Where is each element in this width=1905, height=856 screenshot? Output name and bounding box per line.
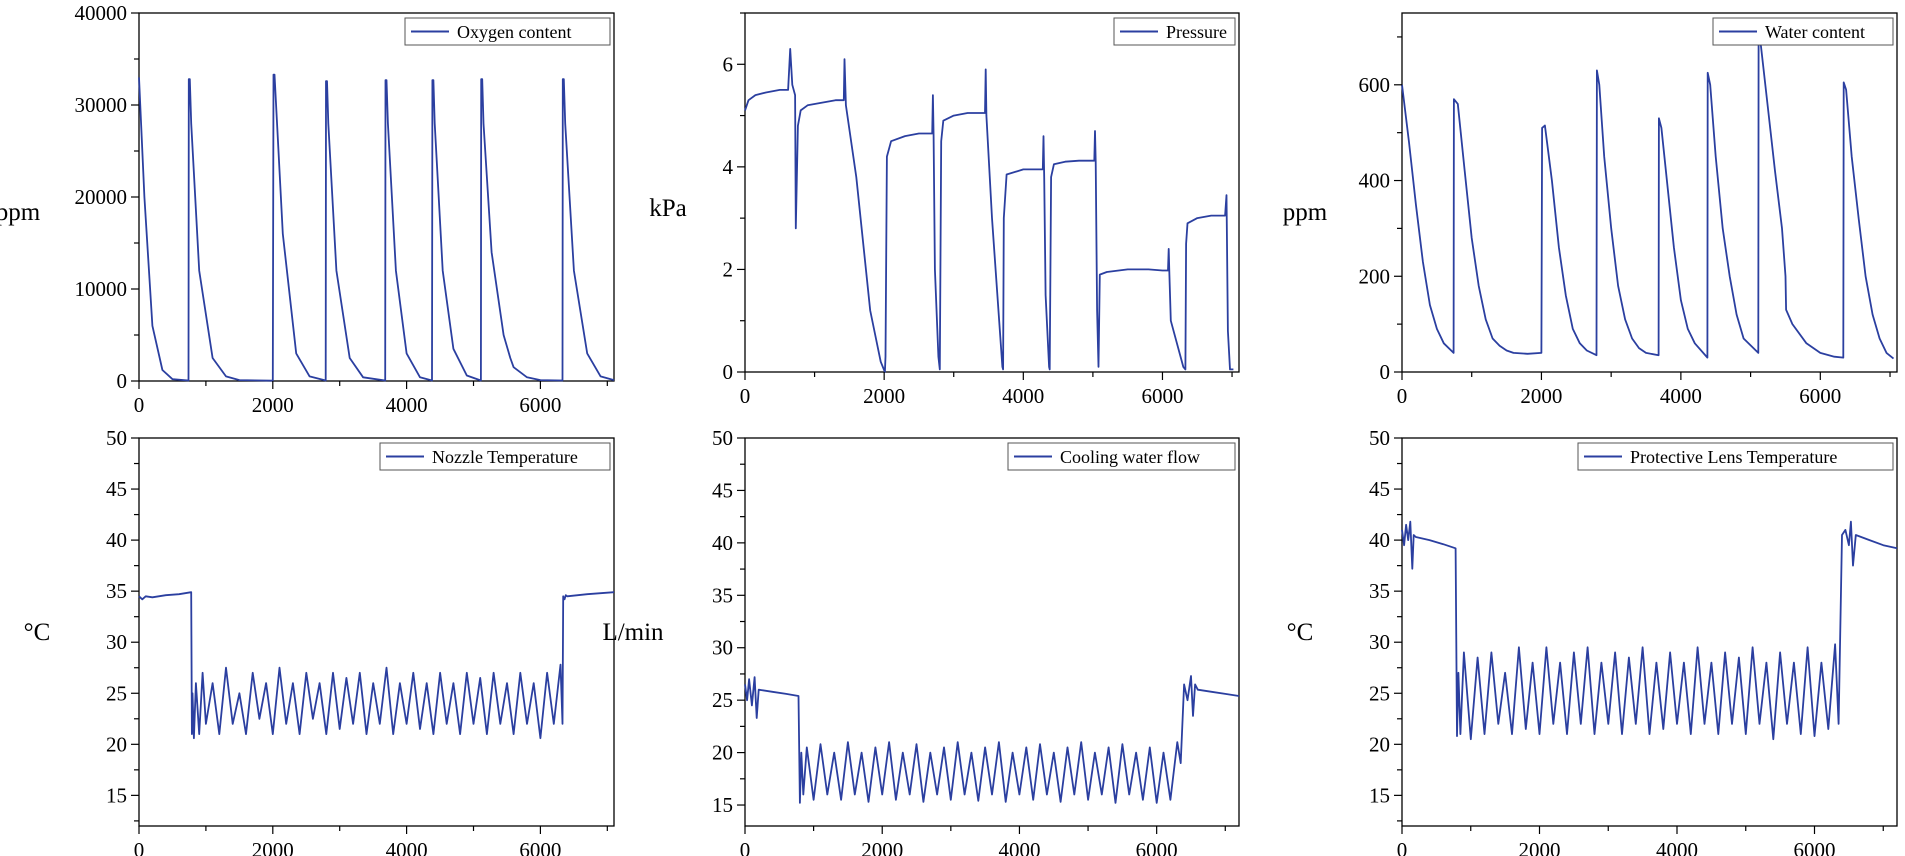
x-tick-label: 6000 bbox=[519, 838, 561, 856]
y-axis-label: kPa bbox=[649, 195, 687, 222]
y-tick-label: 45 bbox=[712, 478, 733, 502]
y-tick-label: 30 bbox=[712, 636, 733, 660]
legend-box bbox=[1577, 442, 1894, 471]
y-axis-label: L/min bbox=[602, 619, 664, 646]
y-tick-label: 50 bbox=[712, 426, 733, 450]
legend: Oxygen content bbox=[404, 17, 611, 46]
x-tick-label: 2000 bbox=[861, 838, 903, 856]
oxygen-content-panel: 0 2000 4000 6000 0 10000 20000 30000 40000 ppm Oxy… bbox=[0, 1, 615, 417]
y-tick-label: 400 bbox=[1359, 169, 1391, 193]
y-tick-label: 40000 bbox=[75, 1, 128, 25]
x-tick-label: 6000 bbox=[1141, 384, 1183, 408]
legend: Nozzle Temperature bbox=[379, 442, 611, 471]
plot-frame bbox=[138, 12, 615, 382]
y-tick-label: 4 bbox=[723, 155, 734, 179]
y-tick-label: 20 bbox=[1369, 732, 1390, 756]
series-line bbox=[744, 675, 1240, 804]
series-line bbox=[138, 73, 615, 382]
x-tick-label: 6000 bbox=[519, 393, 561, 417]
plot-frame bbox=[1401, 12, 1898, 373]
legend-label: Protective Lens Temperature bbox=[1630, 447, 1837, 467]
y-tick-label: 20 bbox=[712, 741, 733, 765]
y-tick-label: 10000 bbox=[75, 277, 128, 301]
y-tick-label: 600 bbox=[1359, 73, 1391, 97]
cooling-water-flow-panel: 0 2000 4000 6000 15 20 25 30 35 40 45 50 L/min Coolin… bbox=[602, 426, 1240, 856]
x-tick-label: 6000 bbox=[1799, 384, 1841, 408]
plot-frame bbox=[744, 437, 1240, 827]
x-tick-label: 0 bbox=[1397, 384, 1408, 408]
x-tick-label: 4000 bbox=[998, 838, 1040, 856]
series-line bbox=[1401, 520, 1898, 741]
legend-label: Water content bbox=[1765, 22, 1865, 42]
x-tick-label: 2000 bbox=[1519, 838, 1561, 856]
y-tick-label: 20000 bbox=[75, 185, 128, 209]
water-content-panel: 0 2000 4000 6000 0 200 400 600 ppm Water content bbox=[1283, 12, 1898, 408]
y-tick-label: 45 bbox=[1369, 477, 1390, 501]
x-tick-label: 4000 bbox=[1656, 838, 1698, 856]
y-tick-label: 30 bbox=[1369, 630, 1390, 654]
y-tick-label: 35 bbox=[106, 579, 127, 603]
nozzle-temperature-panel: 0 2000 4000 6000 15 20 25 30 35 40 45 50 °C Nozzle Te… bbox=[24, 426, 615, 856]
y-axis-label: °C bbox=[1287, 619, 1314, 646]
x-tick-label: 6000 bbox=[1136, 838, 1178, 856]
x-tick-label: 4000 bbox=[1660, 384, 1702, 408]
x-tick-label: 2000 bbox=[252, 838, 294, 856]
y-tick-label: 25 bbox=[1369, 681, 1390, 705]
x-tick-label: 2000 bbox=[252, 393, 294, 417]
plot-frame bbox=[138, 437, 615, 827]
y-tick-label: 15 bbox=[712, 793, 733, 817]
y-axis-label: °C bbox=[24, 619, 51, 646]
legend: Cooling water flow bbox=[1007, 442, 1236, 471]
plot-frame bbox=[744, 12, 1240, 373]
y-tick-label: 40 bbox=[1369, 528, 1390, 552]
x-tick-label: 0 bbox=[1397, 838, 1408, 856]
y-tick-label: 6 bbox=[723, 52, 734, 76]
x-tick-label: 2000 bbox=[863, 384, 905, 408]
series-line bbox=[138, 591, 615, 740]
x-tick-label: 4000 bbox=[386, 393, 428, 417]
legend-label: Pressure bbox=[1166, 22, 1227, 42]
y-tick-label: 40 bbox=[106, 528, 127, 552]
x-tick-label: 0 bbox=[134, 838, 145, 856]
legend-label: Cooling water flow bbox=[1060, 447, 1200, 467]
y-axis-label: ppm bbox=[0, 199, 41, 226]
x-tick-label: 0 bbox=[740, 838, 751, 856]
legend-label: Oxygen content bbox=[457, 22, 571, 42]
y-tick-label: 50 bbox=[1369, 426, 1390, 450]
y-tick-label: 35 bbox=[712, 583, 733, 607]
y-tick-label: 0 bbox=[1380, 360, 1391, 384]
protective-lens-temperature-panel: 0 2000 4000 6000 15 20 25 30 35 40 45 50 °C Protectiv… bbox=[1287, 426, 1898, 856]
y-tick-label: 50 bbox=[106, 426, 127, 450]
y-tick-label: 0 bbox=[117, 369, 128, 393]
y-tick-label: 45 bbox=[106, 477, 127, 501]
legend: Pressure bbox=[1113, 17, 1236, 46]
x-tick-label: 4000 bbox=[1002, 384, 1044, 408]
x-tick-label: 4000 bbox=[386, 838, 428, 856]
legend: Protective Lens Temperature bbox=[1577, 442, 1894, 471]
y-tick-label: 25 bbox=[106, 681, 127, 705]
y-tick-label: 2 bbox=[723, 257, 734, 281]
y-axis-label: ppm bbox=[1283, 199, 1328, 226]
y-tick-label: 15 bbox=[1369, 783, 1390, 807]
x-tick-label: 2000 bbox=[1520, 384, 1562, 408]
y-tick-label: 35 bbox=[1369, 579, 1390, 603]
y-tick-label: 25 bbox=[712, 688, 733, 712]
series-line bbox=[1401, 31, 1895, 360]
y-tick-label: 20 bbox=[106, 732, 127, 756]
x-tick-label: 6000 bbox=[1794, 838, 1836, 856]
y-tick-label: 30000 bbox=[75, 93, 128, 117]
y-tick-label: 15 bbox=[106, 783, 127, 807]
y-tick-label: 0 bbox=[723, 360, 734, 384]
y-tick-label: 40 bbox=[712, 531, 733, 555]
legend: Water content bbox=[1712, 17, 1894, 46]
legend-label: Nozzle Temperature bbox=[432, 447, 578, 467]
series-line bbox=[744, 48, 1234, 373]
y-tick-label: 30 bbox=[106, 630, 127, 654]
x-tick-label: 0 bbox=[134, 393, 145, 417]
plot-frame bbox=[1401, 437, 1898, 827]
y-tick-label: 200 bbox=[1359, 264, 1391, 288]
x-tick-label: 0 bbox=[740, 384, 751, 408]
pressure-panel: 0 2000 4000 6000 0 2 4 6 kPa Pressure bbox=[649, 12, 1240, 408]
